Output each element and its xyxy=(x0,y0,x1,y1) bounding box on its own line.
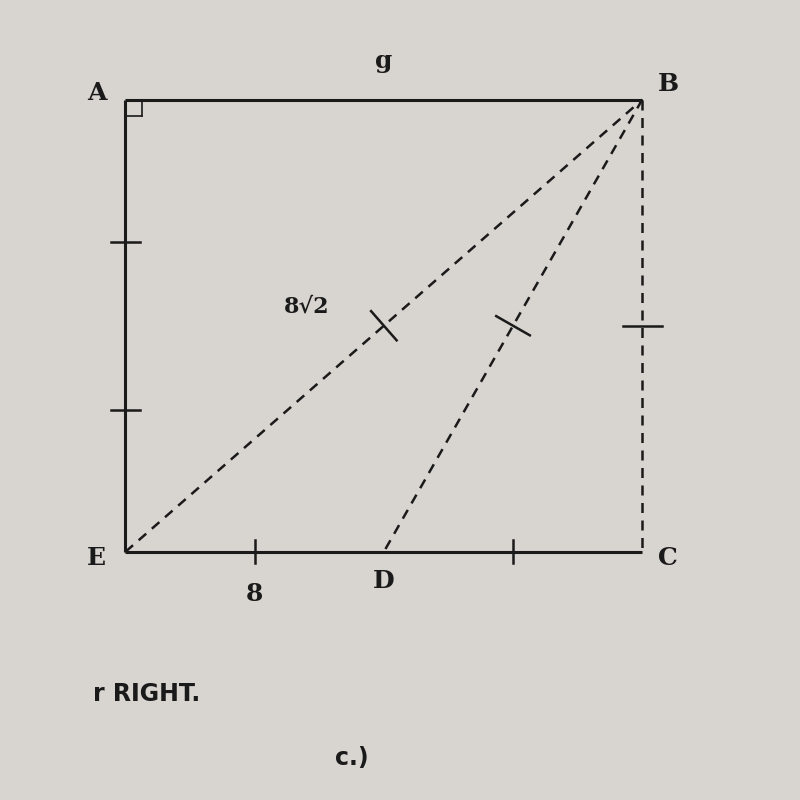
Text: D: D xyxy=(373,569,394,593)
Text: C: C xyxy=(658,546,678,570)
Text: 8: 8 xyxy=(246,582,263,606)
Text: 8√2: 8√2 xyxy=(283,295,329,318)
Text: c.): c.) xyxy=(334,746,368,770)
Text: B: B xyxy=(658,71,678,95)
Text: g: g xyxy=(375,49,393,73)
Text: r RIGHT.: r RIGHT. xyxy=(94,682,201,706)
Text: E: E xyxy=(87,546,106,570)
Text: A: A xyxy=(86,82,106,106)
